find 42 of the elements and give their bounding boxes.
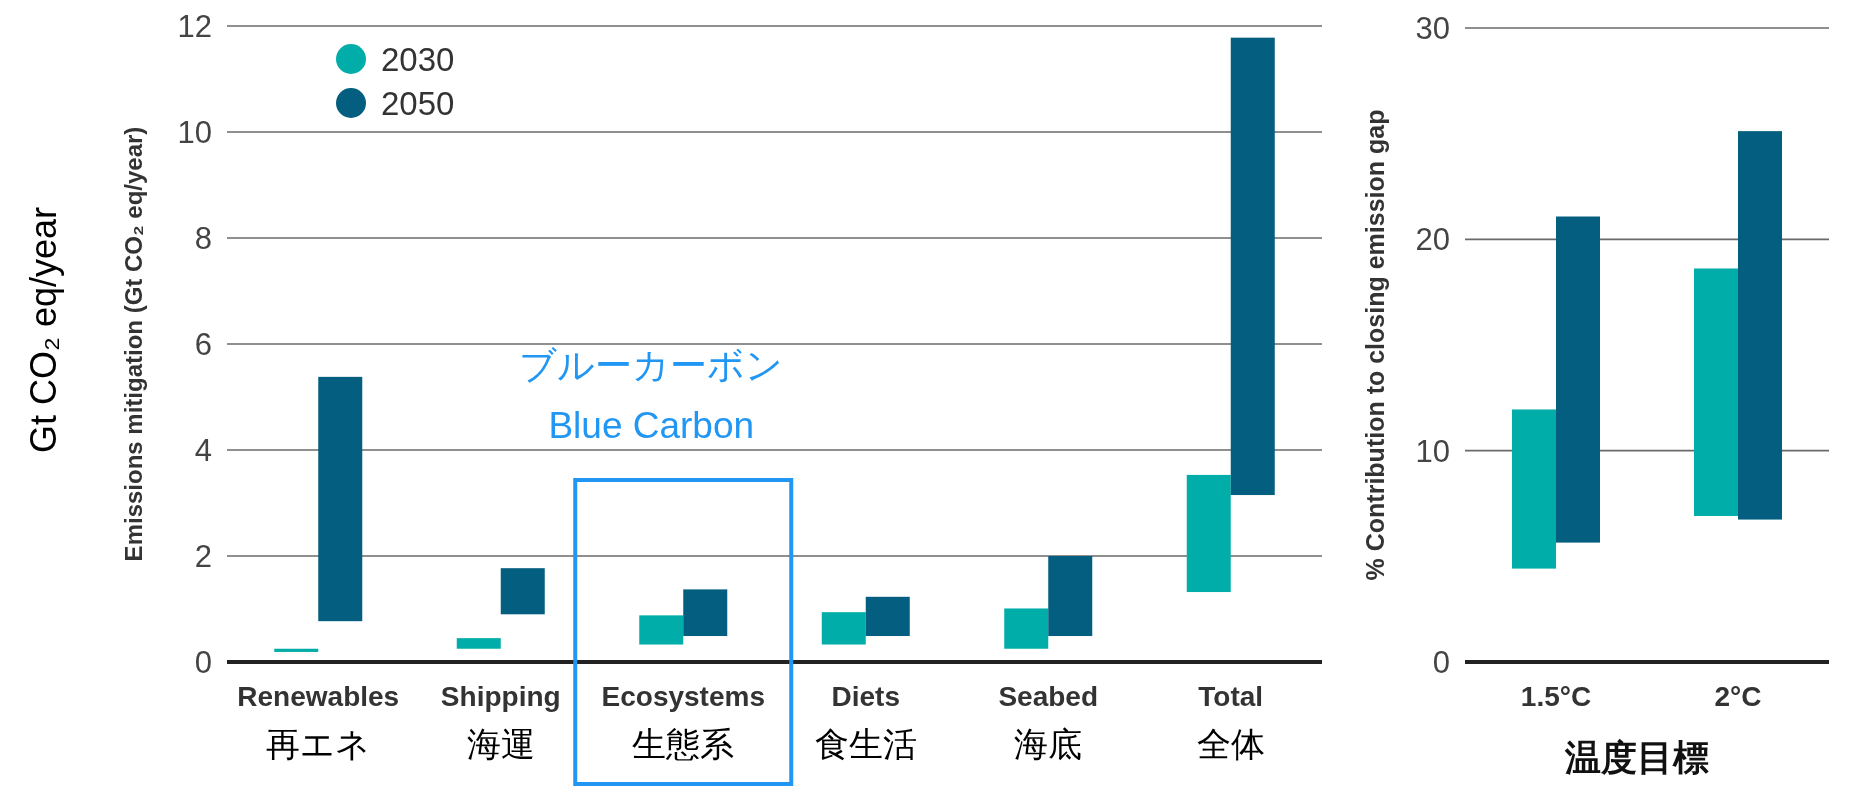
y-tick-label: 2 <box>194 539 212 574</box>
bar <box>865 596 910 637</box>
x-tick-label: Ecosystems 生態系 <box>601 681 765 763</box>
bar <box>1004 608 1049 649</box>
x-axis-title: 温度目標 <box>1564 737 1709 778</box>
bar <box>274 648 319 652</box>
legend-label: 2050 <box>381 85 455 122</box>
y-tick-label: 0 <box>1432 645 1450 680</box>
bar <box>1048 556 1093 637</box>
y-tick-label: 4 <box>194 433 212 468</box>
y-tick-label: 6 <box>194 327 212 362</box>
x-tick-label: Shipping 海運 <box>440 681 561 763</box>
y-tick-label: 12 <box>177 9 212 44</box>
bar <box>1556 216 1600 543</box>
bar <box>639 615 684 645</box>
text: Gt CO₂ eq/year <box>23 206 64 454</box>
bar <box>683 589 728 637</box>
y-tick-label: 30 <box>1415 11 1450 46</box>
bar <box>1694 268 1738 516</box>
bar <box>500 568 545 615</box>
bar <box>456 638 501 649</box>
y-tick-label: 20 <box>1415 222 1450 258</box>
bar <box>1512 409 1556 569</box>
bar <box>1186 474 1231 593</box>
y-axis-title: Emissions mitigation (Gt CO₂ eq/year) <box>120 126 147 562</box>
x-tick-label: 1.5°C <box>1520 681 1592 712</box>
y-tick-label: 8 <box>194 221 212 256</box>
y-tick-label: 10 <box>1415 433 1450 469</box>
bar <box>821 612 866 645</box>
x-tick-label: Diets 食生活 <box>814 681 917 763</box>
bar <box>1230 37 1275 496</box>
y-tick-label: 10 <box>177 115 212 150</box>
x-tick-label: 2°C <box>1714 681 1762 712</box>
legend-label: 2030 <box>381 41 455 78</box>
x-tick-label: Total 全体 <box>1196 681 1265 763</box>
x-tick-label: Renewables 再エネ <box>237 681 400 763</box>
annotation: ブルーカーボン Blue Carbon <box>519 345 784 446</box>
bar <box>1738 131 1782 520</box>
bar <box>318 376 363 622</box>
x-tick-label: Seabed 海底 <box>998 681 1099 763</box>
y-axis-title: % Contribution to closing emission gap <box>1361 109 1389 581</box>
y-tick-label: 0 <box>194 645 212 680</box>
